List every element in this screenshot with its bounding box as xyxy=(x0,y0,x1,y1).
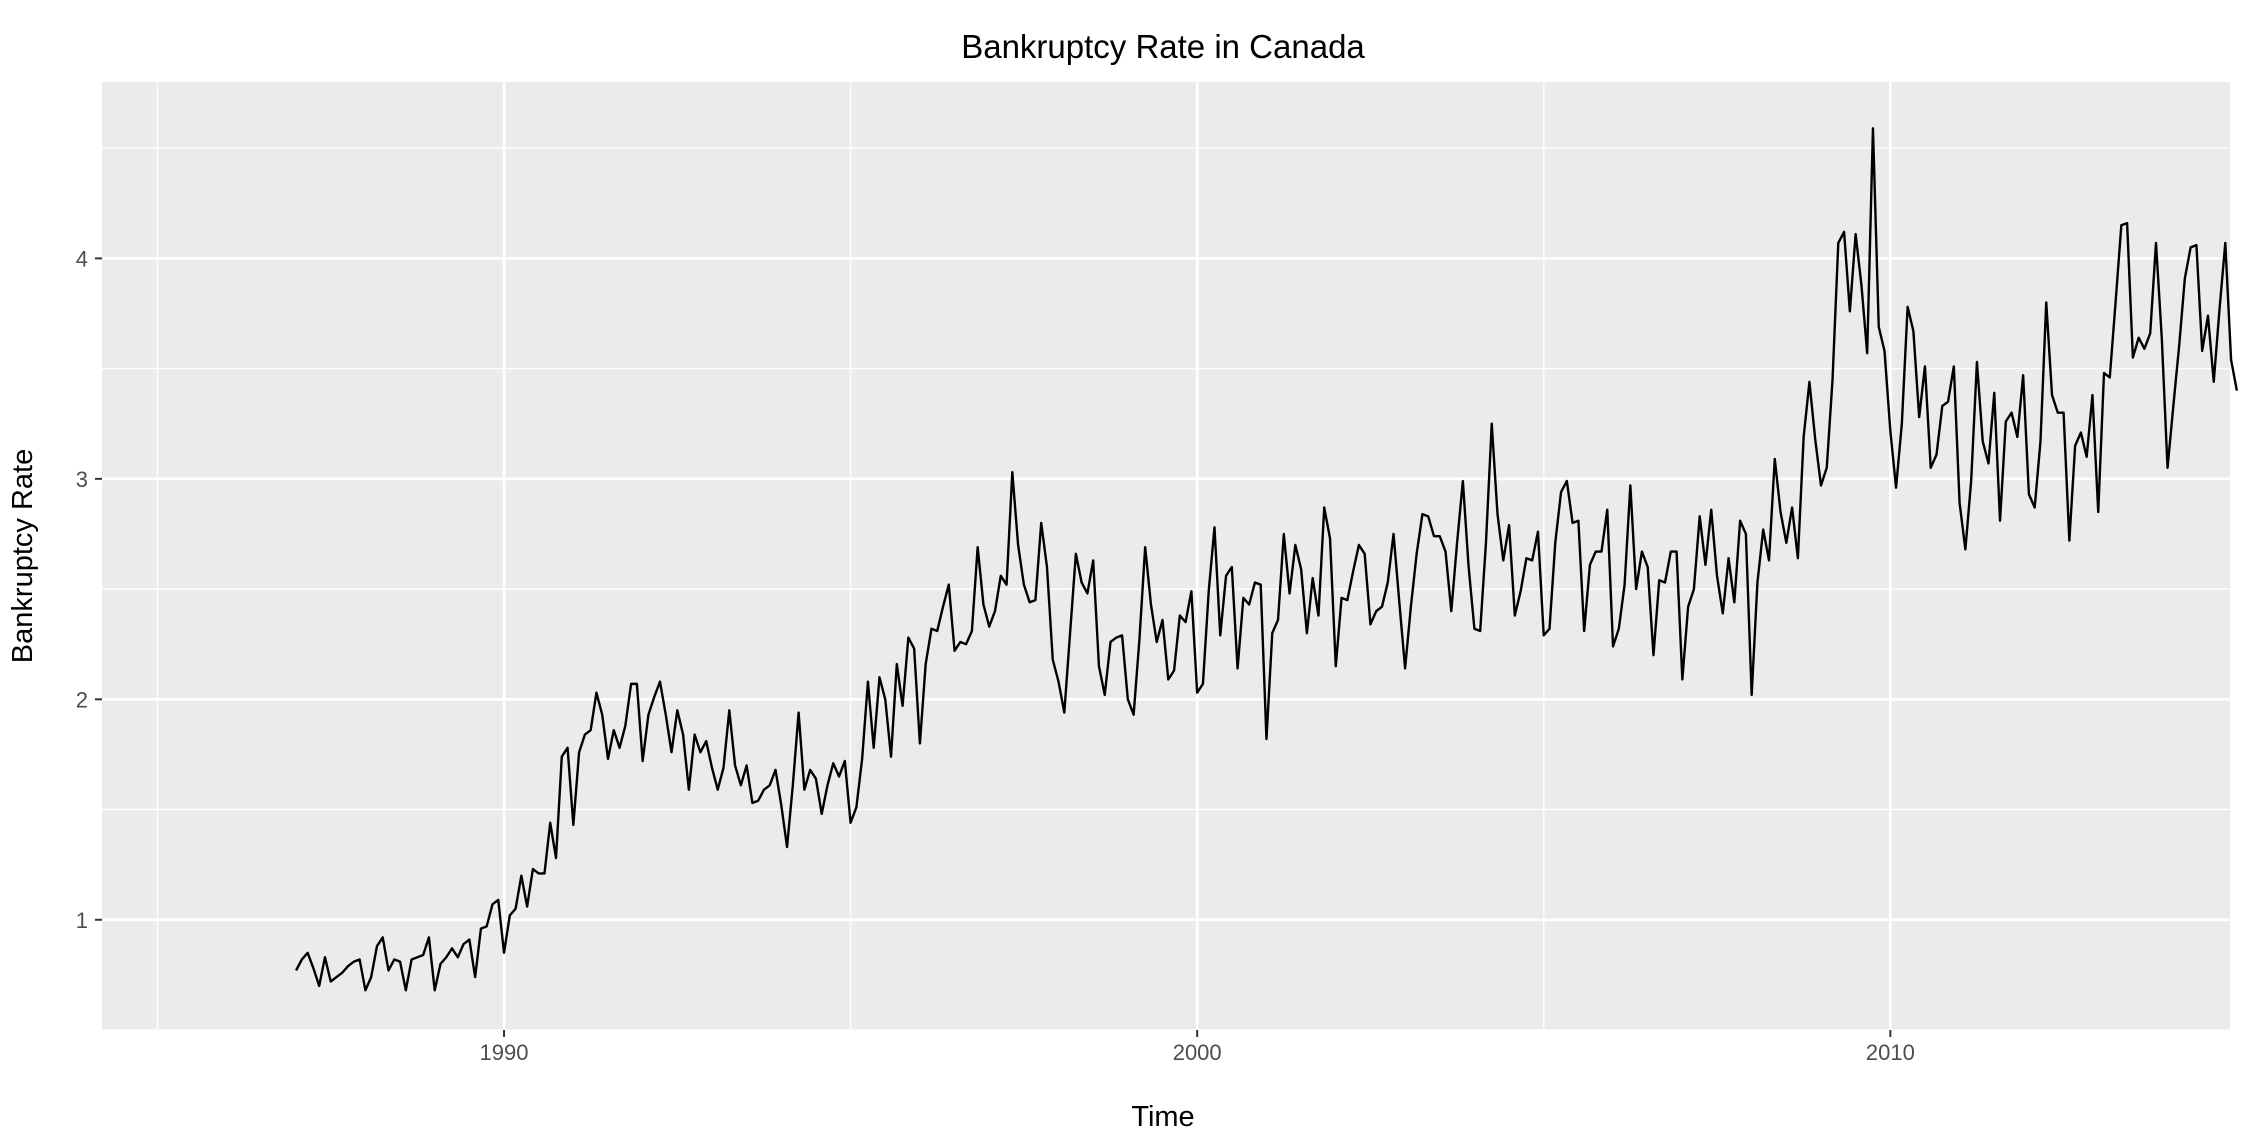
y-tick-label: 1 xyxy=(76,908,88,933)
chart-title: Bankruptcy Rate in Canada xyxy=(961,28,1365,65)
x-tick-label: 2000 xyxy=(1173,1040,1222,1065)
series-line-0 xyxy=(295,127,2239,992)
y-axis: 1 2 3 4 xyxy=(76,246,102,933)
grid-minor xyxy=(102,82,2230,1031)
x-tick-label: 2010 xyxy=(1866,1040,1915,1065)
grid-major xyxy=(102,82,2230,1030)
y-tick-label: 2 xyxy=(76,687,88,712)
plot-panel xyxy=(102,82,2230,1030)
x-axis-label: Time xyxy=(1131,1101,1194,1133)
y-tick-label: 3 xyxy=(76,467,88,492)
series-layer xyxy=(295,127,2239,992)
x-tick-label: 1990 xyxy=(480,1040,529,1065)
x-axis: 1990 2000 2010 xyxy=(480,1030,1915,1065)
y-axis-label: Bankruptcy Rate xyxy=(7,449,39,663)
y-tick-label: 4 xyxy=(76,246,88,271)
